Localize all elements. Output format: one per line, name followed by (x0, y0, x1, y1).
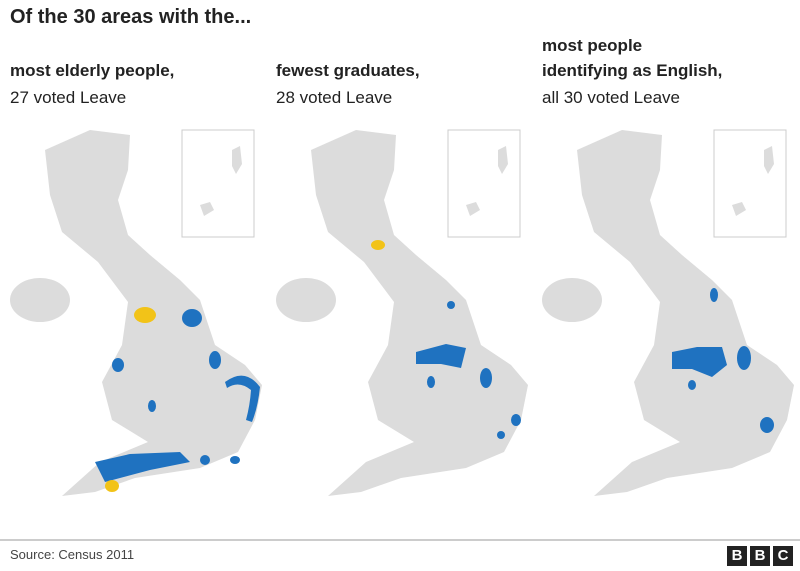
title: Of the 30 areas with the... (10, 6, 252, 28)
panel-heading: identifying as English, (542, 61, 723, 80)
panel-heading: fewest graduates, (276, 61, 420, 80)
panel-subheading: 28 voted Leave (276, 88, 393, 107)
panel-heading: most people (542, 36, 643, 55)
panel-heading: most elderly people, (10, 61, 175, 80)
map-graduates (275, 129, 529, 497)
logo-letter: B (750, 546, 770, 566)
map-elderly (9, 129, 263, 497)
panel-subheading: 27 voted Leave (10, 88, 127, 107)
logo-letter: C (773, 546, 793, 566)
logo-letter: B (727, 546, 747, 566)
map-english (541, 129, 795, 497)
panel-subheading: all 30 voted Leave (542, 88, 680, 107)
source: Source: Census 2011 (10, 547, 135, 562)
